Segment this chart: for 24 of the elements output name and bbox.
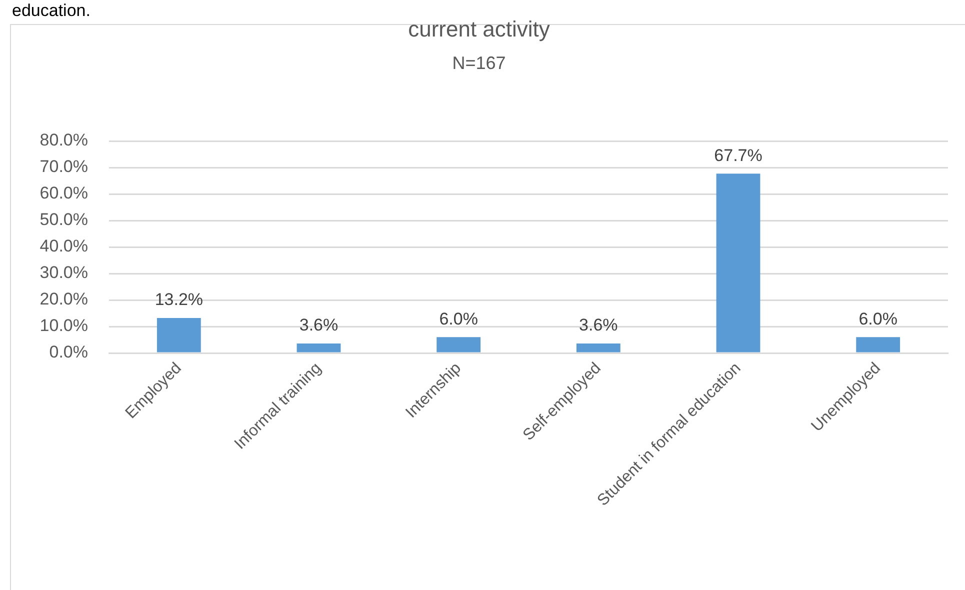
- data-label: 13.2%: [154, 290, 204, 310]
- text: education.: [12, 1, 90, 21]
- data-label: 67.7%: [714, 146, 762, 165]
- data-label: 3.6%: [299, 316, 338, 335]
- y-tick-label: 50.0%: [40, 210, 88, 230]
- bar: [576, 343, 620, 352]
- chart-title: current activity: [408, 16, 550, 42]
- y-tick-label: 70.0%: [40, 157, 88, 176]
- y-tick-label: 80.0%: [40, 130, 88, 150]
- bar: [856, 337, 900, 352]
- chart-subtitle: N=167: [452, 53, 506, 74]
- bar: [296, 343, 341, 352]
- y-tick-label: 0.0%: [49, 342, 88, 362]
- data-label: 6.0%: [439, 309, 478, 328]
- y-tick-label: 60.0%: [40, 184, 88, 203]
- y-tick-label: 40.0%: [40, 236, 88, 256]
- y-tick-label: 30.0%: [40, 263, 88, 282]
- bar: [436, 337, 481, 352]
- data-label: 3.6%: [579, 316, 618, 335]
- bar: [156, 318, 201, 352]
- y-tick-label: 10.0%: [40, 316, 88, 336]
- bar: [716, 174, 760, 352]
- data-label: 6.0%: [858, 309, 898, 328]
- y-tick-label: 20.0%: [40, 290, 88, 309]
